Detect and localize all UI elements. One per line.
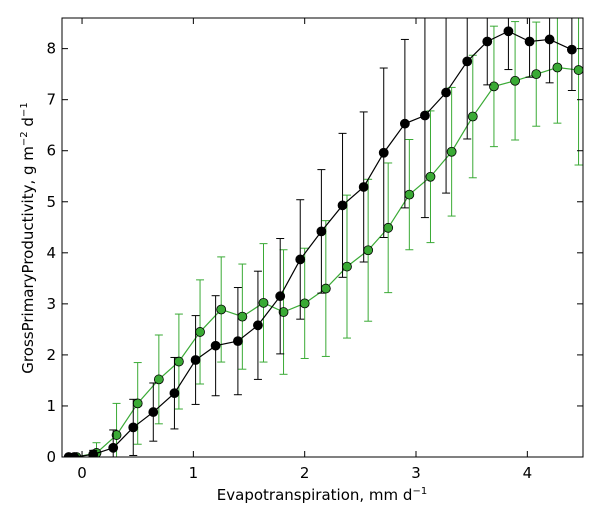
y-tick-label: 2 bbox=[46, 346, 56, 364]
plot-content bbox=[63, 18, 583, 457]
data-point bbox=[404, 189, 415, 200]
data-point bbox=[378, 147, 389, 158]
data-point bbox=[358, 182, 369, 192]
data-point bbox=[128, 422, 139, 433]
data-point bbox=[467, 111, 478, 122]
x-tick-label: 2 bbox=[300, 464, 310, 482]
y-tick-label: 6 bbox=[46, 142, 56, 160]
data-point bbox=[169, 388, 180, 399]
data-point bbox=[258, 297, 269, 308]
data-point bbox=[342, 261, 352, 272]
data-point bbox=[552, 62, 563, 73]
data-point bbox=[295, 254, 306, 265]
data-point bbox=[299, 298, 310, 309]
data-point bbox=[446, 146, 457, 157]
data-point bbox=[462, 56, 473, 67]
data-point bbox=[510, 75, 520, 86]
x-tick-label: 3 bbox=[411, 464, 421, 482]
y-tick-label: 4 bbox=[46, 244, 56, 262]
data-point bbox=[420, 110, 430, 121]
y-tick-label: 5 bbox=[46, 193, 56, 211]
data-point bbox=[173, 356, 184, 367]
data-point bbox=[363, 245, 374, 256]
data-point bbox=[503, 26, 514, 37]
data-point bbox=[237, 311, 248, 322]
data-point bbox=[337, 200, 348, 211]
y-tick-label: 7 bbox=[46, 91, 56, 109]
data-point bbox=[111, 430, 122, 440]
data-point bbox=[425, 171, 436, 182]
data-point bbox=[278, 307, 289, 317]
data-point bbox=[195, 327, 205, 337]
x-tick-label: 1 bbox=[189, 464, 199, 482]
data-point bbox=[210, 340, 221, 351]
x-tick-label: 0 bbox=[77, 464, 87, 482]
black-series bbox=[63, 18, 577, 457]
y-tick-label: 1 bbox=[46, 397, 56, 415]
data-point bbox=[441, 87, 451, 98]
x-tick-label: 4 bbox=[523, 464, 533, 482]
data-point bbox=[275, 291, 286, 302]
y-tick-label: 8 bbox=[46, 40, 56, 58]
data-point bbox=[524, 36, 535, 47]
y-axis-label: GrossPrimaryProductivity, g m−2 d−1 bbox=[19, 102, 37, 373]
data-point bbox=[544, 34, 555, 45]
data-point bbox=[482, 36, 493, 47]
data-point bbox=[320, 283, 331, 294]
data-point bbox=[132, 398, 143, 409]
y-tick-label: 0 bbox=[46, 448, 56, 466]
y-tick-label: 3 bbox=[46, 295, 56, 313]
data-point bbox=[253, 320, 263, 331]
data-point bbox=[573, 65, 583, 75]
data-point bbox=[153, 374, 164, 385]
data-point bbox=[88, 449, 99, 457]
plot-frame bbox=[61, 17, 584, 458]
data-point bbox=[108, 442, 119, 453]
data-point bbox=[148, 407, 159, 417]
data-point bbox=[531, 69, 542, 80]
axis-ticks: 0 1 2 3 4 0 1 2 3 4 5 6 7 8 bbox=[46, 18, 583, 482]
data-point bbox=[566, 44, 577, 55]
data-point bbox=[69, 452, 80, 457]
data-point bbox=[232, 336, 243, 347]
data-point bbox=[399, 118, 410, 129]
data-point bbox=[383, 222, 394, 233]
data-point bbox=[216, 304, 227, 315]
data-point bbox=[316, 226, 327, 237]
data-point bbox=[190, 355, 201, 365]
data-point bbox=[489, 81, 499, 92]
x-axis-label: Evapotranspiration, mm d−1 bbox=[217, 486, 427, 504]
